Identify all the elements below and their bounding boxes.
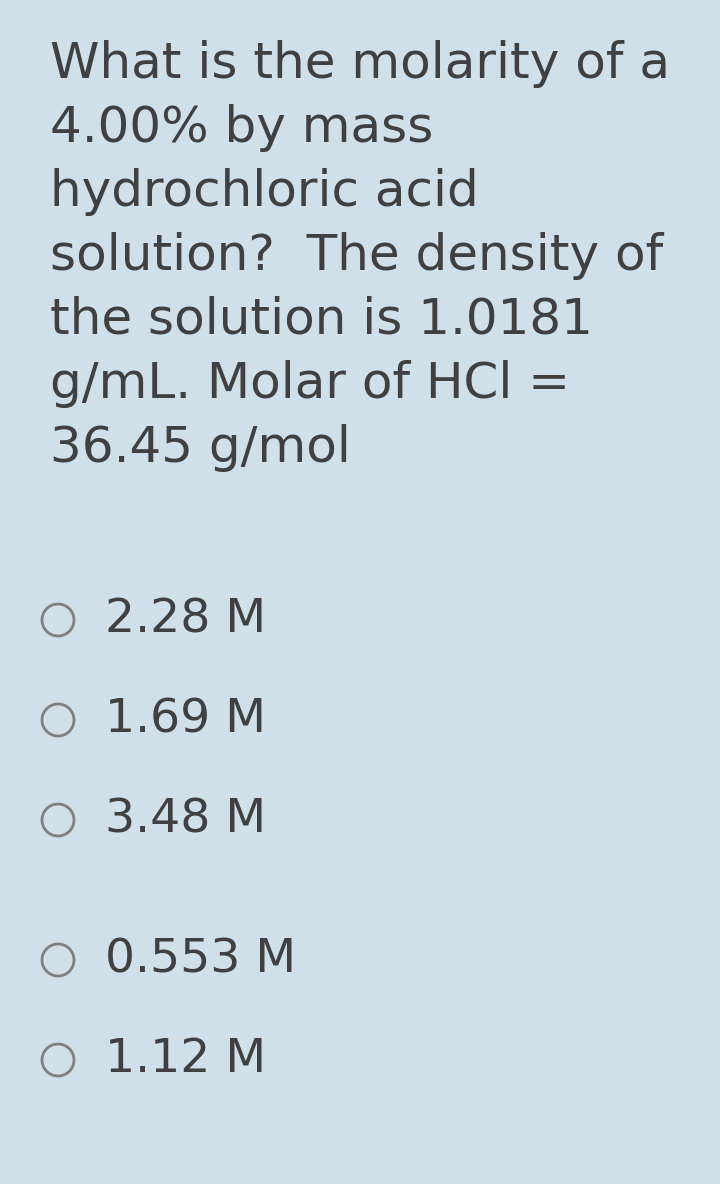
Text: 1.12 M: 1.12 M	[105, 1037, 266, 1082]
Text: What is the molarity of a
4.00% by mass
hydrochloric acid
solution?  The density: What is the molarity of a 4.00% by mass …	[50, 40, 670, 471]
Text: 0.553 M: 0.553 M	[105, 938, 296, 983]
Text: 3.48 M: 3.48 M	[105, 798, 266, 843]
Text: 2.28 M: 2.28 M	[105, 598, 266, 643]
Text: 1.69 M: 1.69 M	[105, 697, 266, 742]
